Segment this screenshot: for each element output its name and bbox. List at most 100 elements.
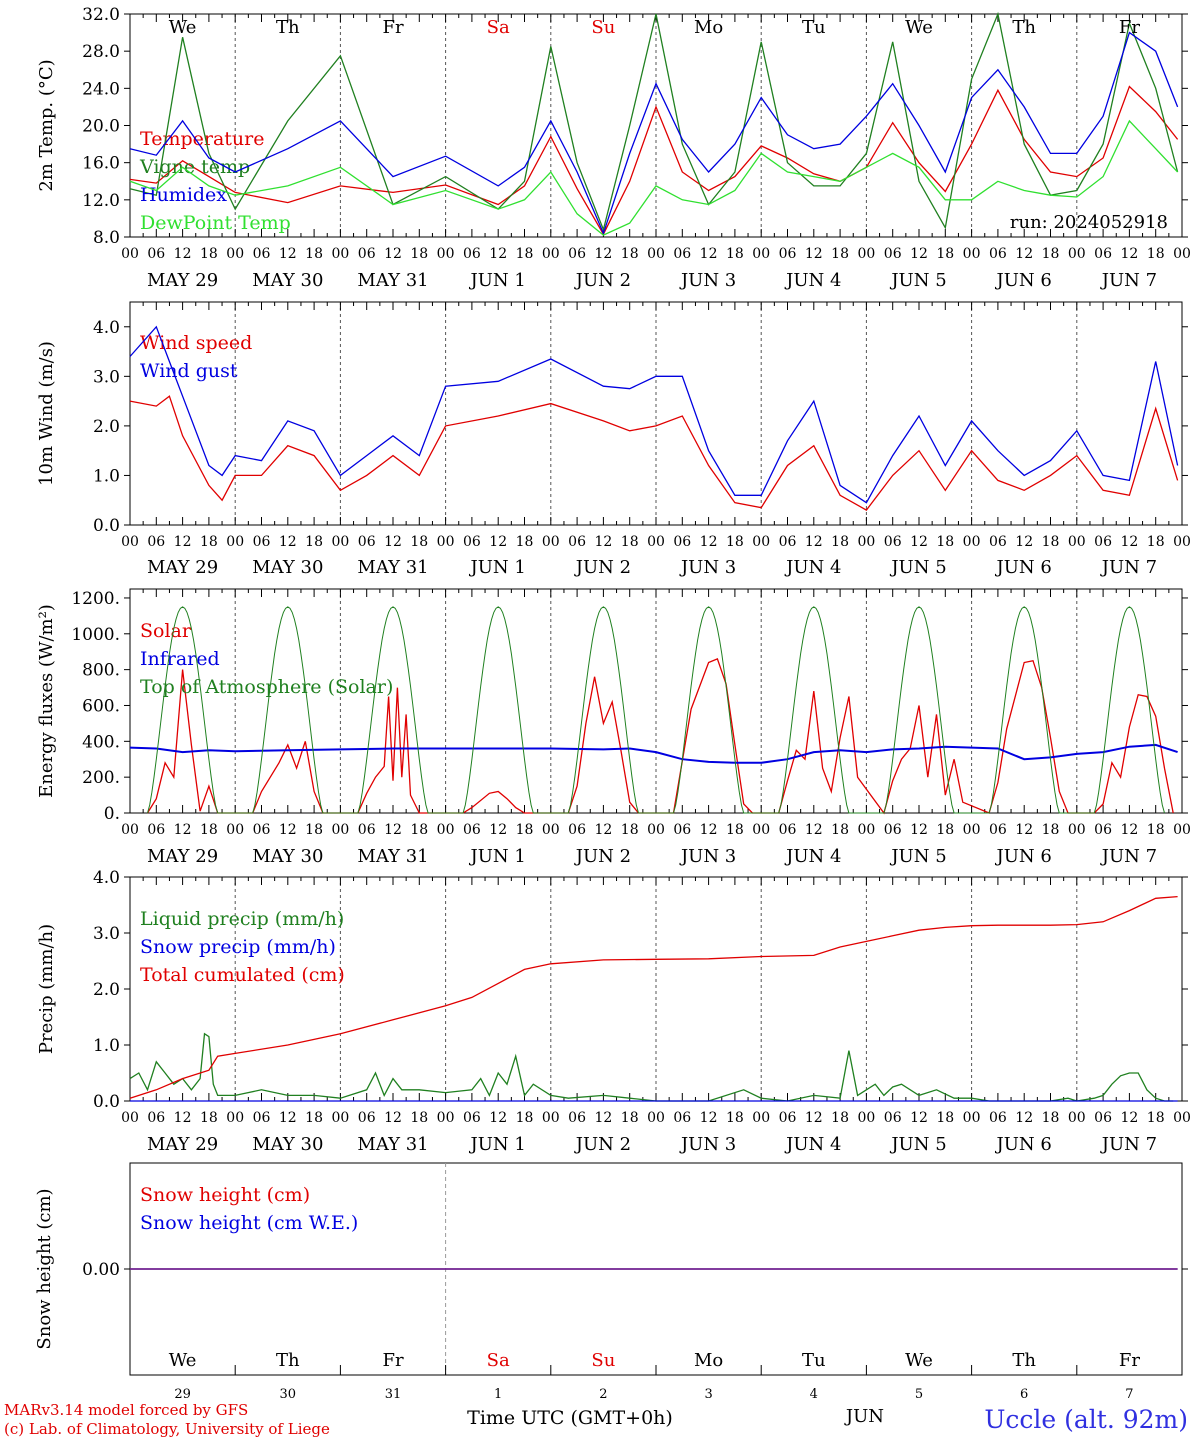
hour-tick-label: 18 [1042, 822, 1060, 838]
hour-tick-label: 06 [463, 1110, 481, 1126]
legend-entry: Snow precip (mm/h) [140, 936, 336, 958]
legend-entry: Liquid precip (mm/h) [140, 908, 344, 930]
date-label: JUN 6 [995, 557, 1052, 578]
hour-tick-label: 18 [1147, 1110, 1165, 1126]
hour-tick-label: 18 [410, 1110, 428, 1126]
hour-tick-label: 00 [121, 822, 139, 838]
hour-tick-label: 18 [1147, 534, 1165, 550]
hour-tick-label: 18 [726, 246, 744, 262]
day-name: Th [1012, 1350, 1036, 1371]
day-number: 29 [174, 1387, 191, 1402]
day-name: Sa [487, 1350, 510, 1371]
hour-tick-label: 06 [253, 534, 271, 550]
legend-entry: Temperature [140, 128, 264, 150]
hour-tick-label: 06 [568, 1110, 586, 1126]
hour-tick-label: 00 [857, 246, 875, 262]
day-number: 2 [599, 1387, 607, 1402]
hour-tick-label: 18 [936, 246, 954, 262]
date-label: MAY 29 [147, 846, 218, 867]
y-tick-label: 1.0 [93, 1036, 120, 1056]
hour-tick-label: 00 [331, 822, 349, 838]
hour-tick-label: 12 [174, 534, 192, 550]
hour-tick-label: 12 [1120, 246, 1138, 262]
y-tick-label: 0. [104, 804, 120, 824]
y-tick-label: 600. [82, 696, 120, 716]
hour-tick-label: 18 [1147, 822, 1165, 838]
y-tick-label: 0.00 [82, 1260, 120, 1280]
y-tick-label: 8.0 [93, 228, 120, 248]
hour-tick-label: 00 [752, 534, 770, 550]
day-name: Tu [802, 1350, 826, 1371]
y-tick-label: 0.0 [93, 1092, 120, 1112]
footer-model-line: MARv3.14 model forced by GFS [4, 1401, 248, 1419]
day-name: We [169, 17, 197, 38]
hour-tick-label: 00 [647, 1110, 665, 1126]
hour-tick-label: 12 [489, 534, 507, 550]
hour-tick-label: 06 [779, 1110, 797, 1126]
hour-tick-label: 00 [542, 822, 560, 838]
hour-tick-label: 18 [305, 534, 323, 550]
day-name: Su [591, 17, 615, 38]
hour-tick-label: 06 [673, 534, 691, 550]
date-label: MAY 31 [357, 557, 428, 578]
hour-tick-label: 18 [1147, 246, 1165, 262]
day-number: 4 [810, 1387, 818, 1402]
date-label: JUN 4 [784, 270, 841, 291]
y-axis-label: Energy fluxes (W/m²) [36, 604, 57, 798]
hour-tick-label: 00 [542, 1110, 560, 1126]
y-tick-label: 4.0 [93, 868, 120, 888]
hour-tick-label: 00 [752, 246, 770, 262]
hour-tick-label: 12 [279, 246, 297, 262]
hour-tick-label: 06 [673, 1110, 691, 1126]
hour-tick-label: 18 [831, 246, 849, 262]
day-number: 6 [1020, 1387, 1028, 1402]
panel-1: 8.0 12.0 16.0 20.0 24.0 28.0 32.0 2m Temp. (°C)… [36, 5, 1191, 291]
hour-tick-label: 00 [437, 534, 455, 550]
hour-tick-label: 06 [989, 1110, 1007, 1126]
hour-tick-label: 18 [621, 1110, 639, 1126]
legend-entry: Snow height (cm) [140, 1184, 310, 1206]
hour-tick-label: 12 [805, 1110, 823, 1126]
hour-tick-label: 00 [331, 1110, 349, 1126]
legend-entry: Vigne temp [139, 156, 250, 178]
y-tick-label: 800. [82, 661, 120, 681]
hour-tick-label: 18 [305, 246, 323, 262]
hour-tick-label: 18 [936, 822, 954, 838]
hour-tick-label: 12 [384, 822, 402, 838]
hour-tick-label: 12 [489, 822, 507, 838]
hour-tick-label: 06 [253, 822, 271, 838]
hour-tick-label: 18 [200, 1110, 218, 1126]
date-label: MAY 30 [252, 270, 323, 291]
hour-tick-label: 12 [174, 822, 192, 838]
hour-tick-label: 00 [1173, 822, 1191, 838]
hour-tick-label: 12 [279, 822, 297, 838]
series-line [129, 325, 1179, 504]
day-name: Sa [487, 17, 510, 38]
hour-tick-label: 12 [1015, 246, 1033, 262]
date-label: JUN 2 [574, 557, 631, 578]
hour-tick-label: 12 [384, 246, 402, 262]
series-line [129, 31, 1179, 236]
hour-tick-label: 12 [700, 534, 718, 550]
day-number: 1 [494, 1387, 502, 1402]
hour-tick-label: 06 [147, 822, 165, 838]
hour-tick-label: 12 [279, 534, 297, 550]
hour-tick-label: 06 [884, 246, 902, 262]
date-label: JUN 3 [679, 846, 736, 867]
y-axis-label: 10m Wind (m/s) [36, 341, 57, 486]
hour-tick-label: 12 [910, 246, 928, 262]
hour-tick-label: 12 [174, 1110, 192, 1126]
hour-tick-label: 18 [726, 534, 744, 550]
hour-tick-label: 06 [147, 534, 165, 550]
y-tick-label: 16.0 [82, 154, 120, 174]
day-name: Th [276, 1350, 300, 1371]
date-label: MAY 30 [252, 557, 323, 578]
month-label: JUN [844, 1406, 884, 1427]
hour-tick-label: 00 [542, 534, 560, 550]
hour-tick-label: 18 [516, 246, 534, 262]
date-label: JUN 5 [889, 557, 946, 578]
hour-tick-label: 00 [542, 246, 560, 262]
hour-tick-label: 12 [910, 534, 928, 550]
hour-tick-label: 06 [673, 822, 691, 838]
hour-tick-label: 12 [805, 534, 823, 550]
